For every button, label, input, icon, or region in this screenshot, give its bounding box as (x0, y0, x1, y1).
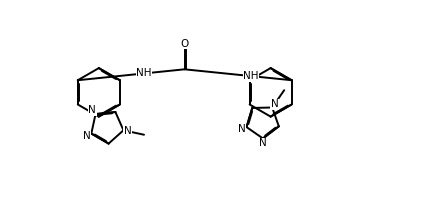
Text: O: O (180, 39, 189, 49)
Text: NH: NH (136, 68, 152, 78)
Text: N: N (83, 131, 91, 141)
Text: N: N (259, 138, 267, 148)
Text: N: N (123, 126, 131, 136)
Text: NH: NH (243, 71, 259, 81)
Text: N: N (271, 99, 279, 109)
Text: N: N (238, 124, 246, 134)
Text: N: N (89, 105, 96, 115)
